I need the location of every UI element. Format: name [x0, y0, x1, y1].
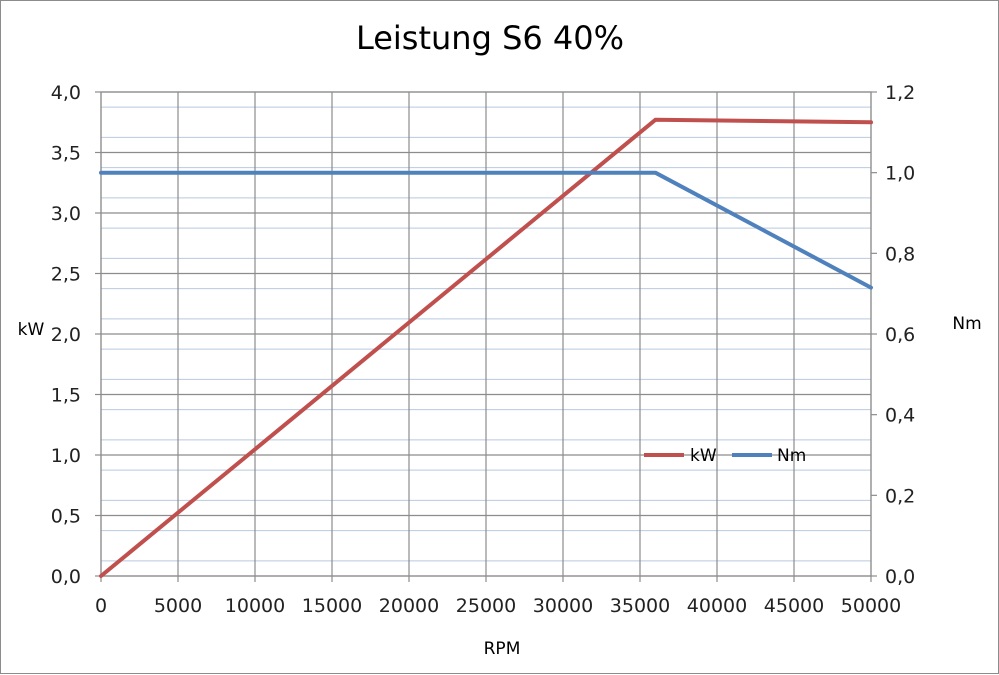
x-tick-label: 10000	[225, 595, 285, 617]
y-left-tick-label: 1,0	[51, 445, 81, 467]
y-right-tick-label: 0,8	[885, 243, 915, 265]
x-tick-label: 30000	[533, 595, 593, 617]
y-left-tick-label: 1,5	[51, 385, 81, 407]
series-line-nm	[99, 170, 873, 290]
y-right-tick-label: 1,2	[885, 82, 915, 104]
y-right-tick-label: 0,6	[885, 324, 915, 346]
y-left-tick-label: 4,0	[51, 82, 81, 104]
y-right-tick-label: 0,4	[885, 405, 915, 427]
y-left-tick-label: 3,5	[51, 143, 81, 165]
y-left-tick-label: 2,0	[51, 324, 81, 346]
x-tick-label: 40000	[687, 595, 747, 617]
y-left-tick-label: 0,5	[51, 506, 81, 528]
x-tick-label: 25000	[456, 595, 516, 617]
y-right-tick-label: 1,0	[885, 163, 915, 185]
legend-label-kw: kW	[690, 446, 717, 466]
x-tick-label: 35000	[610, 595, 670, 617]
x-axis-label: RPM	[484, 639, 521, 659]
y-axis-right-label: Nm	[952, 314, 981, 334]
legend-label-nm: Nm	[777, 446, 806, 466]
y-right-tick-label: 0,2	[885, 485, 915, 507]
grid	[95, 91, 877, 582]
chart-title: Leistung S6 40%	[356, 19, 624, 57]
x-tick-label: 45000	[764, 595, 824, 617]
tick-labels: 0,0 0,5 1,0 1,5 2,0 2,5 3,0 3,5 4,0 0,0 0,2 0,4 0,6 0…	[51, 82, 915, 617]
x-tick-label: 0	[95, 595, 107, 617]
y-left-tick-label: 2,5	[51, 264, 81, 286]
x-tick-label: 15000	[302, 595, 362, 617]
x-tick-label: 50000	[841, 595, 901, 617]
legend: kW Nm	[644, 446, 806, 466]
x-tick-label: 20000	[379, 595, 439, 617]
series-line-kw	[99, 117, 873, 578]
y-left-tick-label: 3,0	[51, 203, 81, 225]
y-right-tick-label: 0,0	[885, 566, 915, 588]
series-layer	[99, 117, 873, 578]
y-axis-left-label: kW	[18, 320, 45, 340]
x-tick-label: 5000	[154, 595, 202, 617]
y-left-tick-label: 0,0	[51, 566, 81, 588]
